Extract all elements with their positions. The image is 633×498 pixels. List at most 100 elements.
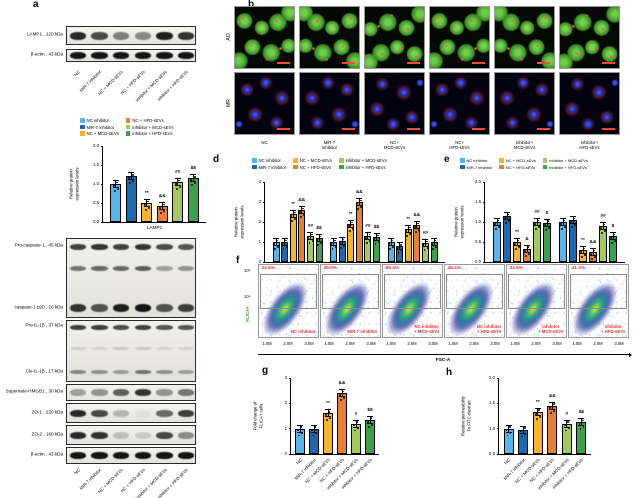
error-line (292, 210, 294, 218)
cell-staining (235, 7, 294, 68)
legend-swatch (339, 158, 344, 163)
data-point (549, 406, 552, 409)
x-tick-label: 2.0M (345, 341, 355, 346)
legend-swatch (80, 124, 85, 130)
y-tick-mark (482, 221, 485, 223)
data-point (563, 424, 566, 427)
data-point (578, 423, 581, 425)
protein-band (112, 389, 130, 396)
error-bar (190, 174, 197, 183)
data-point (342, 238, 345, 241)
gate-percentage: 41.3% (571, 265, 586, 271)
data-point (354, 429, 356, 432)
data-point (342, 390, 345, 393)
scale-bar (277, 128, 290, 130)
protein-band (69, 409, 87, 417)
data-point (525, 254, 527, 257)
data-point (319, 235, 322, 238)
y-tick-label: 0 (258, 258, 261, 264)
legend-item: inhibitor + HFD-sEVs (125, 131, 174, 136)
gate-percentage: 24.6% (261, 265, 276, 271)
significance-label: && (298, 198, 306, 203)
error-line (536, 218, 538, 226)
gate-percentage: 30.0% (323, 265, 338, 271)
legend-label: NC + HFD-sEVs (505, 164, 536, 170)
data-point (567, 421, 570, 423)
flow-plot: 48.2% NC inhibitor + HFD-sEVs (444, 264, 505, 338)
flow-plot: 30.0% MiR-7 inhibitor (320, 264, 381, 338)
data-point (584, 254, 586, 256)
protein-band (134, 370, 152, 374)
y-tick-mark (482, 241, 485, 243)
error-line (341, 389, 343, 398)
y-tick-mark (100, 183, 103, 185)
lane-label: NC (72, 467, 81, 476)
data-point (300, 426, 303, 428)
scale-bar (602, 62, 615, 64)
error-bar (544, 218, 550, 227)
panel-letter-e: e (444, 154, 450, 165)
data-point (293, 211, 296, 214)
x-tick-label: 3.0M (490, 341, 500, 346)
y-tick-mark (262, 241, 265, 243)
legend-swatch (542, 158, 548, 163)
error-bar (413, 221, 420, 229)
error-line (333, 238, 334, 246)
blot-label: Supernate-HMGB1 , 30 kDa (5, 388, 63, 394)
data-point (573, 217, 576, 220)
error-bar (339, 389, 345, 398)
legend-item: NC + HFD-sEVs (293, 165, 332, 170)
blot-label: ZO-2 , 160 kDa (31, 431, 63, 437)
ao-microscopy-image (364, 6, 425, 69)
gate-percentage: 48.2% (447, 265, 462, 271)
cell-staining (365, 73, 424, 134)
protein-band (91, 452, 108, 459)
data-point (160, 212, 163, 214)
lane-labels: NC MiR-7 inhibitor NC + MCD-sEVs NC + HFD-s… (66, 466, 196, 498)
data-point (494, 223, 496, 225)
significance-label: & (525, 236, 529, 242)
y-tick-mark (100, 164, 103, 166)
y-tick-label: 1.0 (93, 180, 99, 186)
y-tick-label: 1 (258, 238, 261, 244)
data-point (514, 243, 516, 245)
data-point (414, 231, 417, 233)
protein-band (134, 266, 152, 272)
chart-plot: 0.0 0.5 1.0 1.5 2.0 ** && ## $$ LAMP1 (93, 143, 206, 230)
legend-item: NC inhibitor (252, 158, 286, 163)
protein-band (69, 303, 87, 312)
y-axis-label: Relative protein expression levels (233, 205, 244, 239)
error-bar (325, 409, 331, 418)
data-point (527, 246, 530, 249)
chart-plot: 0.00.51.01.52.0**&##$ZO-1**&&##$ZO-2 (475, 179, 625, 270)
image-column-label: inhibitor+ MCD-sEVs (513, 140, 536, 151)
error-line (572, 216, 574, 224)
data-point (517, 239, 520, 242)
protein-band (156, 452, 173, 459)
data-point (347, 225, 350, 227)
scale-bar (407, 128, 420, 130)
error-bar (307, 232, 314, 240)
data-point (285, 246, 288, 248)
ao-microscopy-image (429, 6, 490, 69)
bar (337, 393, 347, 454)
flow-plot: 41.3% inhibitor + HFD-sEVs (568, 264, 629, 338)
legend-label: NC + MCD-sEVs (505, 158, 536, 163)
y-tick-mark (100, 145, 103, 147)
data-point (339, 242, 341, 244)
data-point (553, 409, 556, 412)
data-point (564, 429, 567, 432)
y-tick-mark (262, 181, 265, 183)
image-column-label: inhibitor+ HFD-sEVs (579, 140, 600, 151)
legend-label: NC + MCD-sEVs (299, 158, 333, 163)
data-point (340, 247, 342, 249)
protein-band (177, 452, 195, 459)
protein-band (112, 266, 130, 272)
data-point (316, 239, 318, 241)
data-point (113, 190, 116, 192)
protein-band (112, 243, 130, 250)
data-point (331, 248, 334, 250)
protein-band (112, 370, 130, 374)
data-point (567, 427, 570, 430)
data-point (570, 221, 572, 223)
